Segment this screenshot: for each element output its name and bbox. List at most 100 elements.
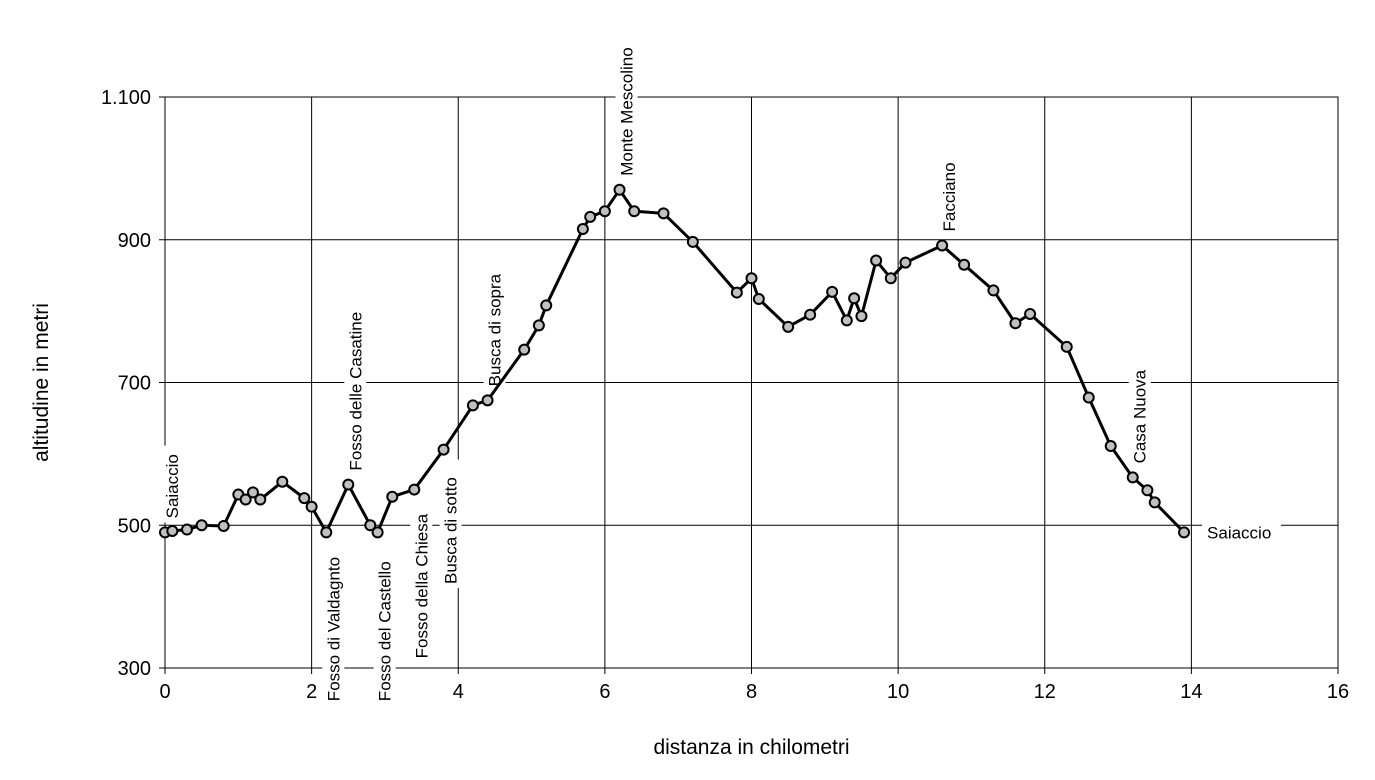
data-point [1082,391,1095,404]
data-point [166,524,179,537]
data-point [987,284,1000,297]
data-point [305,500,318,513]
data-point [320,526,333,539]
annotation-label: Fosso di Valdagnto [324,557,343,701]
annotation: Fosso del Castello [373,542,396,706]
annotation: Casa Nuova [1128,369,1151,468]
data-point [899,256,912,269]
data-point [745,272,758,285]
data-point [195,519,208,532]
x-tick-label: 14 [1180,681,1202,703]
data-point [752,292,765,305]
data-point [782,320,795,333]
data-point [936,239,949,252]
y-axis-title: altitudine in metri [30,303,53,462]
data-point [276,475,289,488]
data-point [840,314,853,327]
annotation-background [439,459,462,588]
annotation: Facciano [938,158,961,236]
data-point [804,308,817,321]
data-point [613,183,626,196]
data-point [1060,340,1073,353]
axis-tick-labels: 0 2 4 6 8 10 12 14 16 300 500 700 900 1.100 [101,87,1349,703]
annotation-background [410,499,433,663]
place-annotations: Saiaccio Fosso di Valdagnto Fosso delle Ca… [161,42,1281,706]
annotation-label: Saiaccio [163,454,182,518]
data-point [1009,317,1022,330]
data-point [239,493,252,506]
data-point [870,254,883,267]
annotation-label: Facciano [940,162,959,231]
data-point [371,526,384,539]
data-point [540,299,553,312]
data-point [1126,471,1139,484]
x-tick-label: 16 [1327,681,1349,703]
data-point [1178,526,1191,539]
annotation-background [1128,373,1151,468]
y-tick-label: 900 [118,230,151,252]
annotation: Busca di sopra [483,261,506,391]
data-point [298,492,311,505]
data-point [1148,496,1161,509]
data-point [598,205,611,218]
annotation-background [615,42,638,180]
annotation-background [938,158,961,236]
data-point [342,478,355,491]
annotation: Monte Mescolino [615,42,638,180]
annotation-background [161,445,183,523]
data-point [884,272,897,285]
data-point [855,310,868,323]
annotation: Fosso della Chiesa [410,499,433,663]
annotation-label: Fosso del Castello [376,561,395,701]
annotation: Saiaccio [1202,521,1281,542]
data-points [159,183,1191,539]
plot-area-frame [164,96,1339,669]
x-tick-label: 12 [1034,681,1056,703]
annotation-background [373,542,396,706]
y-tick-label: 500 [118,515,151,537]
data-point [481,394,494,407]
data-point [686,235,699,248]
data-point [408,483,421,496]
data-point [730,286,743,299]
data-point [576,223,589,236]
annotation-label: Fosso della Chiesa [412,513,431,658]
x-tick-label: 10 [887,681,909,703]
data-point [532,319,545,332]
annotation: Fosso delle Casatine [344,294,367,475]
data-point [826,285,839,298]
data-point [657,207,670,220]
annotation-label: Busca di sotto [442,477,461,584]
data-point [217,519,230,532]
data-point [958,258,971,271]
annotation-background [483,261,506,391]
data-point [180,523,193,536]
annotation-label: Fosso delle Casatine [346,312,365,471]
data-point [386,490,399,503]
annotation: Saiaccio [161,445,183,523]
annotation-label: Casa Nuova [1131,369,1150,463]
x-tick-label: 0 [159,681,170,703]
data-point [584,210,597,223]
x-tick-label: 2 [306,681,317,703]
x-tick-label: 4 [453,681,464,703]
x-axis-title: distanza in chilometri [653,736,849,759]
y-tick-label: 300 [118,658,151,680]
data-point [1104,440,1117,453]
data-point [1024,307,1037,320]
annotation-background [322,542,345,706]
x-tick-label: 8 [746,681,757,703]
annotation: Fosso di Valdagnto [322,542,345,706]
annotation-label: Monte Mescolino [618,47,637,176]
data-point [437,443,450,456]
x-tick-label: 6 [599,681,610,703]
annotation-background [344,294,367,475]
y-tick-label: 1.100 [101,87,151,109]
data-point [246,486,259,499]
data-point [518,343,531,356]
annotation-background [1202,521,1281,542]
data-point [848,292,861,305]
annotation: Busca di sotto [439,459,462,588]
data-point [364,519,377,532]
